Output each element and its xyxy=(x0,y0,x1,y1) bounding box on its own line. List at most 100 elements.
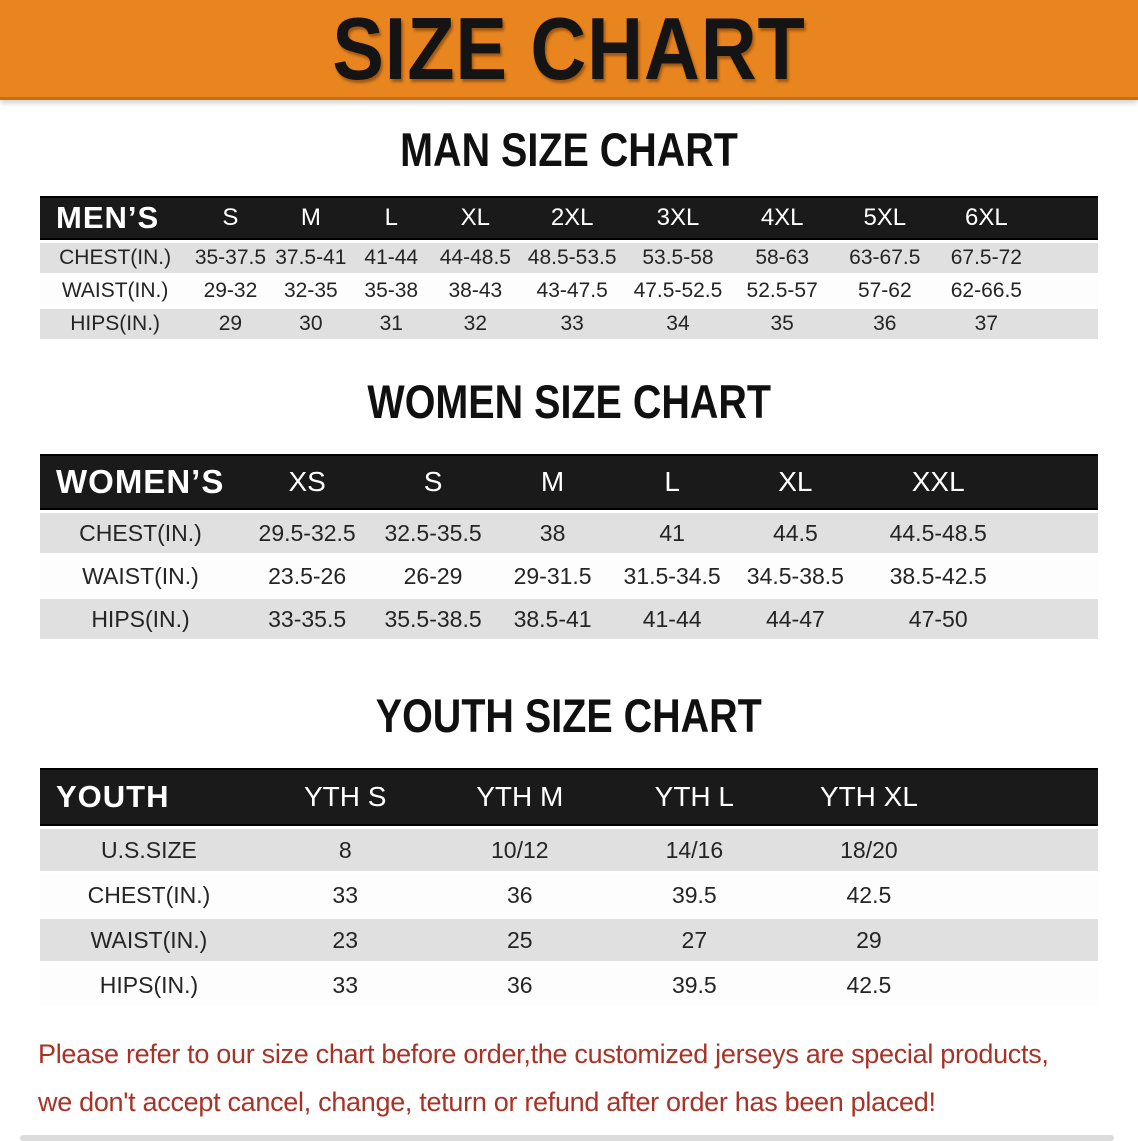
measurement-value-cell: 14/16 xyxy=(607,829,782,871)
measurement-value-cell: 33 xyxy=(257,964,433,1006)
measurement-value-cell: 31 xyxy=(351,309,432,339)
youth-ussize-row: U.S.SIZE 8 10/12 14/16 18/20 xyxy=(40,829,1098,871)
measurement-value-cell: 35-37.5 xyxy=(190,243,271,273)
measurement-value-cell: 39.5 xyxy=(607,874,782,916)
women-header-row: WOMEN’S XS S M L XL XXL xyxy=(40,454,1098,510)
filler-cell xyxy=(1017,513,1098,553)
youth-section-title: YOUTH SIZE CHART xyxy=(0,690,1138,751)
filler-cell xyxy=(1036,243,1098,273)
filler-cell xyxy=(1036,276,1098,306)
banner-title: SIZE CHART xyxy=(332,0,806,98)
men-table-corner-label: MEN’S xyxy=(40,196,191,240)
youth-chest-row: CHEST(IN.) 33 36 39.5 42.5 xyxy=(40,874,1098,916)
measurement-value-cell: 29-32 xyxy=(190,276,271,306)
measurement-value-cell: 30 xyxy=(270,309,352,339)
measurement-value-cell: 38.5-42.5 xyxy=(858,556,1018,596)
measurement-value-cell: 35-38 xyxy=(351,276,432,306)
size-column-header: YTH XL xyxy=(781,768,957,826)
size-column-header: 5XL xyxy=(833,196,937,240)
size-column-header: YTH L xyxy=(607,768,782,826)
size-column-header: 4XL xyxy=(730,196,834,240)
women-hips-row: HIPS(IN.) 33-35.5 35.5-38.5 38.5-41 41-4… xyxy=(40,599,1098,639)
measurement-value-cell: 35.5-38.5 xyxy=(373,599,493,639)
notice-line-2: we don't accept cancel, change, teturn o… xyxy=(38,1086,936,1117)
measurement-row-label: HIPS(IN.) xyxy=(40,599,242,639)
filler-cell xyxy=(1017,599,1098,639)
measurement-value-cell: 47-50 xyxy=(858,599,1018,639)
measurement-value-cell: 52.5-57 xyxy=(730,276,834,306)
measurement-value-cell: 36 xyxy=(432,874,608,916)
women-size-table: WOMEN’S XS S M L XL XXL CHEST(IN.) 29.5-… xyxy=(40,451,1098,642)
size-column-header: S xyxy=(373,454,493,510)
measurement-value-cell: 42.5 xyxy=(781,874,957,916)
size-column-header: XS xyxy=(241,454,374,510)
measurement-value-cell: 36 xyxy=(432,964,608,1006)
men-size-table: MEN’S S M L XL 2XL 3XL 4XL 5XL 6XL CHEST… xyxy=(40,193,1098,342)
youth-waist-row: WAIST(IN.) 23 25 27 29 xyxy=(40,919,1098,961)
measurement-value-cell: 43-47.5 xyxy=(519,276,626,306)
men-header-row: MEN’S S M L XL 2XL 3XL 4XL 5XL 6XL xyxy=(40,196,1098,240)
measurement-row-label: WAIST(IN.) xyxy=(40,276,191,306)
measurement-value-cell: 35 xyxy=(730,309,834,339)
measurement-value-cell: 36 xyxy=(833,309,937,339)
size-column-header: S xyxy=(190,196,271,240)
size-column-header: XXL xyxy=(858,454,1018,510)
measurement-value-cell: 41-44 xyxy=(351,243,432,273)
measurement-value-cell: 29 xyxy=(190,309,271,339)
measurement-value-cell: 42.5 xyxy=(781,964,957,1006)
measurement-value-cell: 37 xyxy=(936,309,1037,339)
measurement-value-cell: 18/20 xyxy=(781,829,957,871)
measurement-row-label: CHEST(IN.) xyxy=(40,513,242,553)
youth-hips-row: HIPS(IN.) 33 36 39.5 42.5 xyxy=(40,964,1098,1006)
measurement-value-cell: 23.5-26 xyxy=(241,556,374,596)
measurement-value-cell: 29-31.5 xyxy=(492,556,613,596)
measurement-value-cell: 38-43 xyxy=(431,276,520,306)
size-column-header: XL xyxy=(431,196,520,240)
filler-cell xyxy=(956,919,1098,961)
measurement-value-cell: 32.5-35.5 xyxy=(373,513,493,553)
measurement-value-cell: 29 xyxy=(781,919,957,961)
size-column-header: 3XL xyxy=(625,196,731,240)
size-column-header: M xyxy=(270,196,352,240)
size-column-header: 6XL xyxy=(936,196,1037,240)
filler-cell xyxy=(956,829,1098,871)
size-column-header: M xyxy=(492,454,613,510)
men-chest-row: CHEST(IN.) 35-37.5 37.5-41 41-44 44-48.5… xyxy=(40,243,1098,273)
size-column-header: YTH M xyxy=(432,768,608,826)
measurement-value-cell: 44.5 xyxy=(731,513,859,553)
measurement-value-cell: 31.5-34.5 xyxy=(612,556,732,596)
filler-cell xyxy=(1036,196,1098,240)
measurement-value-cell: 34 xyxy=(625,309,731,339)
size-column-header: XL xyxy=(731,454,859,510)
measurement-value-cell: 63-67.5 xyxy=(833,243,937,273)
measurement-row-label: U.S.SIZE xyxy=(40,829,258,871)
measurement-value-cell: 48.5-53.5 xyxy=(519,243,626,273)
filler-cell xyxy=(956,874,1098,916)
women-section-title: WOMEN SIZE CHART xyxy=(0,376,1138,437)
measurement-value-cell: 34.5-38.5 xyxy=(731,556,859,596)
measurement-value-cell: 38 xyxy=(492,513,613,553)
measurement-value-cell: 58-63 xyxy=(730,243,834,273)
filler-cell xyxy=(1036,309,1098,339)
measurement-value-cell: 41-44 xyxy=(612,599,732,639)
measurement-value-cell: 41 xyxy=(612,513,732,553)
bottom-divider xyxy=(20,1134,1114,1141)
youth-size-table: YOUTH YTH S YTH M YTH L YTH XL U.S.SIZE … xyxy=(40,765,1098,1009)
men-hips-row: HIPS(IN.) 29 30 31 32 33 34 35 36 37 xyxy=(40,309,1098,339)
youth-table-corner-label: YOUTH xyxy=(40,768,258,826)
men-section-title-text: MAN SIZE CHART xyxy=(400,123,738,176)
measurement-value-cell: 32 xyxy=(431,309,520,339)
measurement-value-cell: 57-62 xyxy=(833,276,937,306)
measurement-value-cell: 44.5-48.5 xyxy=(858,513,1018,553)
measurement-value-cell: 33 xyxy=(257,874,433,916)
measurement-value-cell: 67.5-72 xyxy=(936,243,1037,273)
measurement-value-cell: 53.5-58 xyxy=(625,243,731,273)
measurement-value-cell: 39.5 xyxy=(607,964,782,1006)
measurement-value-cell: 27 xyxy=(607,919,782,961)
measurement-value-cell: 33 xyxy=(519,309,626,339)
measurement-row-label: HIPS(IN.) xyxy=(40,309,191,339)
measurement-row-label: CHEST(IN.) xyxy=(40,243,191,273)
measurement-value-cell: 37.5-41 xyxy=(270,243,352,273)
measurement-row-label: HIPS(IN.) xyxy=(40,964,258,1006)
measurement-value-cell: 25 xyxy=(432,919,608,961)
